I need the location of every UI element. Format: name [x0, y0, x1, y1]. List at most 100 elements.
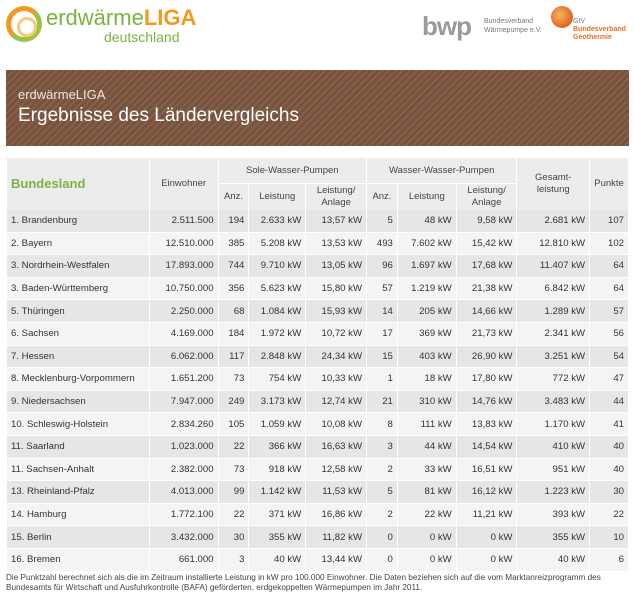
cell-sw-leistung: 5.208 kW	[249, 232, 306, 256]
cell-punkte: 57	[590, 300, 628, 323]
cell-ww-anz: 96	[367, 255, 397, 278]
results-table-body: 1. Brandenburg 2.511.500 194 2.633 kW 13,57 …	[7, 210, 628, 572]
table-row: 9. Niedersachsen 7.947.000 249 3.173 kW 12,7…	[7, 390, 628, 414]
cell-ww-leistung: 22 kW	[397, 503, 456, 527]
cell-sw-anz: 30	[218, 526, 249, 549]
table-row: 8. Mecklenburg-Vorpommern 1.651.200 73 754 …	[7, 368, 628, 391]
cell-ww-leistung-anlage: 0 kW	[456, 526, 517, 549]
cell-ww-leistung-anlage: 26,90 kW	[456, 345, 517, 369]
header-bundesland: Bundesland	[7, 158, 149, 210]
cell-sw-anz: 73	[218, 458, 249, 482]
cell-ww-anz: 0	[367, 526, 397, 549]
cell-sw-anz: 99	[218, 481, 249, 504]
cell-punkte: 40	[590, 458, 628, 482]
cell-einwohner: 3.432.000	[149, 526, 218, 549]
erdwaermeliga-logo: erdwärmeLIGA deutschland	[6, 4, 196, 48]
cell-ww-leistung: 111 kW	[397, 413, 456, 436]
cell-einwohner: 1.651.200	[149, 368, 218, 391]
cell-ww-leistung: 33 kW	[397, 458, 456, 482]
cell-sw-leistung: 1.059 kW	[249, 413, 306, 436]
cell-ww-leistung-anlage: 14,54 kW	[456, 435, 517, 459]
cell-ww-anz: 15	[367, 345, 397, 369]
cell-ww-anz: 5	[367, 210, 397, 233]
cell-ww-leistung: 0 kW	[397, 548, 456, 572]
cell-ww-leistung: 369 kW	[397, 322, 456, 346]
table-row: 1. Brandenburg 2.511.500 194 2.633 kW 13,57 …	[7, 210, 628, 233]
cell-punkte: 64	[590, 277, 628, 301]
table-row: 11. Sachsen-Anhalt 2.382.000 73 918 kW 12,58…	[7, 458, 628, 482]
cell-ww-leistung-anlage: 21,38 kW	[456, 277, 517, 301]
cell-ww-leistung-anlage: 9,58 kW	[456, 210, 517, 233]
cell-ww-anz: 0	[367, 548, 397, 572]
cell-einwohner: 1.023.000	[149, 435, 218, 459]
table-row: 3. Baden-Württemberg 10.750.000 356 5.623 k…	[7, 277, 628, 301]
cell-punkte: 44	[590, 390, 628, 414]
cell-ww-anz: 8	[367, 413, 397, 436]
header-punkte: Punkte	[590, 158, 628, 210]
header-gesamtleistung: Gesamt-leistung	[517, 158, 590, 210]
cell-sw-anz: 385	[218, 232, 249, 256]
cell-sw-leistung-anlage: 15,93 kW	[306, 300, 367, 323]
table-row: 2. Bayern 12.510.000 385 5.208 kW 13,53 kW 49…	[7, 232, 628, 256]
cell-ww-anz: 1	[367, 368, 397, 391]
cell-einwohner: 6.062.000	[149, 345, 218, 369]
cell-ww-leistung: 18 kW	[397, 368, 456, 391]
cell-punkte: 10	[590, 526, 628, 549]
erdwaermeliga-ring-icon	[6, 6, 42, 42]
cell-sw-anz: 22	[218, 503, 249, 527]
header-sw-leistung-anlage: Leistung/Anlage	[306, 184, 367, 210]
gtv-globe-icon	[551, 6, 573, 28]
cell-sw-leistung-anlage: 11,82 kW	[306, 526, 367, 549]
cell-sw-anz: 744	[218, 255, 249, 278]
cell-sw-leistung-anlage: 10,33 kW	[306, 368, 367, 391]
cell-gesamtleistung: 951 kW	[517, 458, 590, 482]
erdwaermeliga-subline: deutschland	[104, 29, 180, 45]
cell-punkte: 107	[590, 210, 628, 233]
cell-sw-leistung-anlage: 12,74 kW	[306, 390, 367, 414]
cell-sw-anz: 68	[218, 300, 249, 323]
cell-ww-leistung-anlage: 17,80 kW	[456, 368, 517, 391]
cell-einwohner: 4.169.000	[149, 322, 218, 346]
cell-sw-leistung: 9.710 kW	[249, 255, 306, 278]
table-row: 11. Saarland 1.023.000 22 366 kW 16,63 kW 3 44…	[7, 435, 628, 459]
cell-bundesland: 10. Schleswig-Holstein	[7, 413, 149, 436]
cell-gesamtleistung: 393 kW	[517, 503, 590, 527]
cell-punkte: 41	[590, 413, 628, 436]
table-row: 5. Thüringen 2.250.000 68 1.084 kW 15,93 kW 1…	[7, 300, 628, 323]
cell-bundesland: 13. Rheinland-Pfalz	[7, 481, 149, 504]
cell-sw-leistung-anlage: 10,08 kW	[306, 413, 367, 436]
cell-sw-leistung: 918 kW	[249, 458, 306, 482]
header-wasser-wasser-group: Wasser-Wasser-Pumpen	[367, 158, 517, 184]
cell-ww-anz: 14	[367, 300, 397, 323]
cell-gesamtleistung: 355 kW	[517, 526, 590, 549]
header-ww-anz: Anz.	[367, 184, 397, 210]
cell-ww-anz: 493	[367, 232, 397, 256]
cell-sw-leistung: 2.848 kW	[249, 345, 306, 369]
cell-sw-leistung-anlage: 13,53 kW	[306, 232, 367, 256]
table-row: 3. Nordrhein-Westfalen 17.893.000 744 9.710…	[7, 255, 628, 278]
cell-einwohner: 10.750.000	[149, 277, 218, 301]
cell-bundesland: 11. Saarland	[7, 435, 149, 459]
cell-gesamtleistung: 1.289 kW	[517, 300, 590, 323]
cell-bundesland: 16. Bremen	[7, 548, 149, 572]
cell-sw-anz: 356	[218, 277, 249, 301]
cell-sw-leistung: 366 kW	[249, 435, 306, 459]
cell-gesamtleistung: 2.681 kW	[517, 210, 590, 233]
cell-sw-leistung-anlage: 13,57 kW	[306, 210, 367, 233]
cell-bundesland: 14. Hamburg	[7, 503, 149, 527]
cell-punkte: 40	[590, 435, 628, 459]
cell-sw-anz: 117	[218, 345, 249, 369]
cell-sw-leistung-anlage: 11,53 kW	[306, 481, 367, 504]
cell-sw-leistung: 1.972 kW	[249, 322, 306, 346]
banner-subtitle: erdwärmeLIGA	[18, 87, 106, 102]
cell-sw-leistung: 1.142 kW	[249, 481, 306, 504]
cell-gesamtleistung: 1.170 kW	[517, 413, 590, 436]
cell-ww-leistung-anlage: 15,42 kW	[456, 232, 517, 256]
table-row: 14. Hamburg 1.772.100 22 371 kW 16,86 kW 2 22 …	[7, 503, 628, 527]
cell-einwohner: 661.000	[149, 548, 218, 572]
cell-ww-leistung: 48 kW	[397, 210, 456, 233]
cell-einwohner: 12.510.000	[149, 232, 218, 256]
header-sole-wasser-group: Sole-Wasser-Pumpen	[218, 158, 367, 184]
cell-sw-anz: 194	[218, 210, 249, 233]
cell-sw-anz: 73	[218, 368, 249, 391]
